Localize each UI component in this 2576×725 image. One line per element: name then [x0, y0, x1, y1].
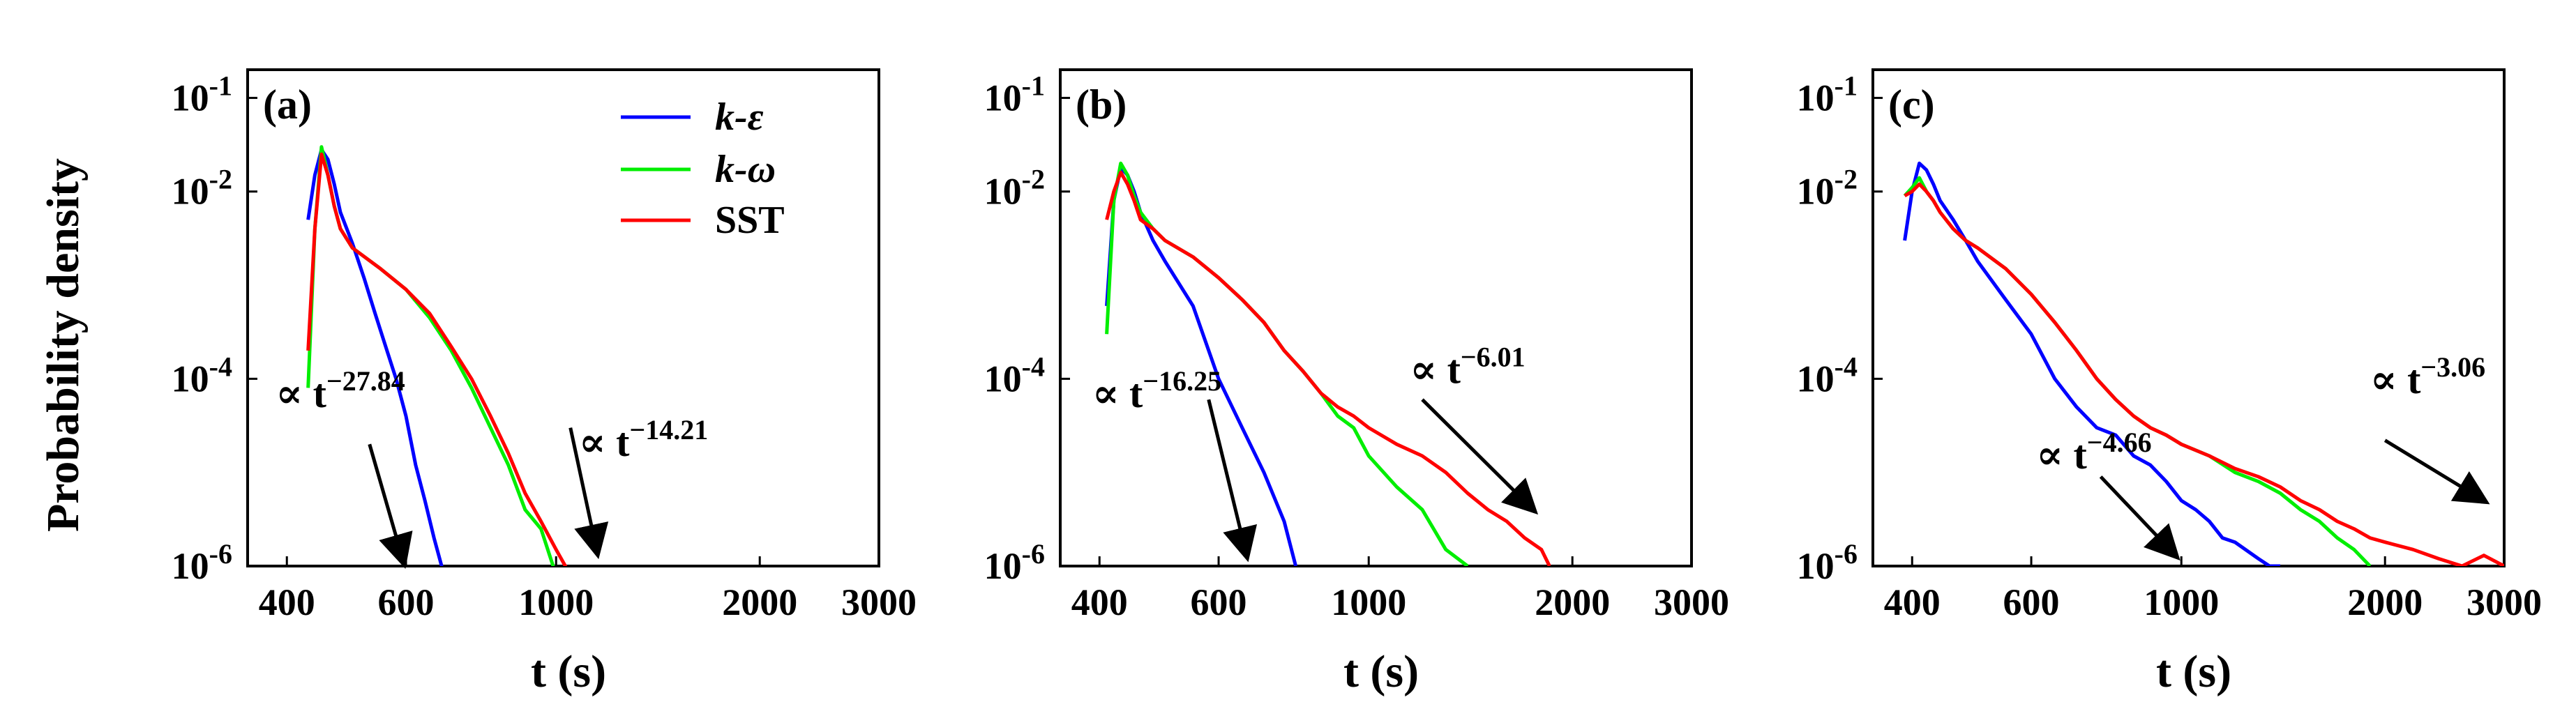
x-axis-label-a: t (s)	[531, 646, 606, 697]
series-group-a	[306, 145, 568, 566]
x-tick-label: 2000	[2347, 581, 2423, 623]
axes-frame-c	[1871, 68, 2506, 567]
x-tick-label: 1000	[518, 581, 594, 623]
y-tick-label: 10-2	[1797, 164, 1858, 213]
x-tick-label: 400	[259, 581, 315, 623]
series-line-ke	[1105, 166, 1298, 566]
series-line-sst	[1904, 182, 2504, 566]
x-tick-label: 3000	[841, 581, 917, 623]
y-tick-label: 10-2	[172, 164, 232, 213]
power-law-annotation: ∝ t−14.21	[579, 414, 709, 465]
x-tick-label: 2000	[1535, 581, 1610, 623]
annotation-arrow	[1207, 399, 1258, 563]
x-axis-label-c: t (s)	[2156, 646, 2231, 697]
legend-label-sst: SST	[715, 199, 785, 242]
y-tick-label: 10-4	[984, 351, 1045, 399]
panel-label-a: (a)	[263, 82, 312, 128]
axes-frame-b	[1059, 68, 1693, 567]
legend: k-ε k-ω SST	[621, 96, 785, 242]
y-tick-label: 10-2	[984, 164, 1045, 213]
power-law-annotation: ∝ t−4.66	[2036, 427, 2152, 478]
power-law-annotation: ∝ t−6.01	[1410, 342, 1526, 392]
annotation-arrow	[2383, 438, 2490, 505]
x-tick-label: 2000	[722, 581, 797, 623]
x-tick-label: 400	[1071, 581, 1128, 623]
y-tick-label: 10-6	[1797, 538, 1858, 587]
power-law-annotation: ∝ t−16.25	[1092, 365, 1222, 416]
series-group-c	[1903, 161, 2504, 566]
y-tick-label: 10-6	[984, 538, 1045, 587]
power-law-annotation: ∝ t−27.84	[276, 365, 405, 416]
annotation-arrow	[568, 427, 609, 560]
y-tick-label: 10-1	[172, 70, 232, 119]
y-axis-label: Probability density	[38, 158, 89, 532]
x-axis-label-b: t (s)	[1343, 646, 1419, 697]
panel-c: 400 600 1000 2000 3000 10-6 10-4 10-2 10-1 (c) ∝ t…	[1797, 68, 2542, 623]
x-tick-label: 1000	[1331, 581, 1406, 623]
panel-a: 400 600 1000 2000 3000 10-6 10-4 10-2 10-1 (a) ∝ t…	[172, 68, 917, 623]
x-tick-label: 3000	[1654, 581, 1729, 623]
annotation-arrow	[1421, 398, 1539, 515]
x-tick-label: 1000	[2144, 581, 2219, 623]
series-line-kw	[1903, 176, 2372, 566]
y-tick-label: 10-4	[172, 351, 232, 399]
series-line-ke	[1903, 161, 2280, 566]
x-tick-label: 600	[378, 581, 435, 623]
panel-b: 400 600 1000 2000 3000 10-6 10-4 10-2 10-1 (b) ∝ t…	[984, 68, 1729, 623]
series-line-ke	[306, 148, 444, 566]
y-tick-label: 10-1	[1797, 70, 1858, 119]
panel-label-c: (c)	[1888, 82, 1935, 128]
series-group-b	[1105, 161, 1551, 566]
panel-label-b: (b)	[1076, 82, 1127, 128]
series-line-kw	[306, 145, 555, 566]
x-tick-label: 600	[2003, 581, 2060, 623]
y-tick-label: 10-1	[984, 70, 1045, 119]
axes-frame-a	[246, 68, 880, 567]
y-tick-label: 10-6	[172, 538, 232, 587]
legend-label-kw: k-ω	[715, 148, 776, 191]
series-line-sst	[306, 152, 568, 566]
annotation-arrow	[368, 443, 413, 570]
x-tick-label: 400	[1884, 581, 1941, 623]
annotation-arrow	[2099, 475, 2180, 560]
y-tick-label: 10-4	[1797, 351, 1858, 399]
series-line-sst	[1105, 170, 1551, 566]
x-tick-label: 3000	[2466, 581, 2542, 623]
legend-label-ke: k-ε	[715, 96, 764, 139]
x-tick-label: 600	[1191, 581, 1247, 623]
power-law-annotation: ∝ t−3.06	[2370, 351, 2486, 402]
